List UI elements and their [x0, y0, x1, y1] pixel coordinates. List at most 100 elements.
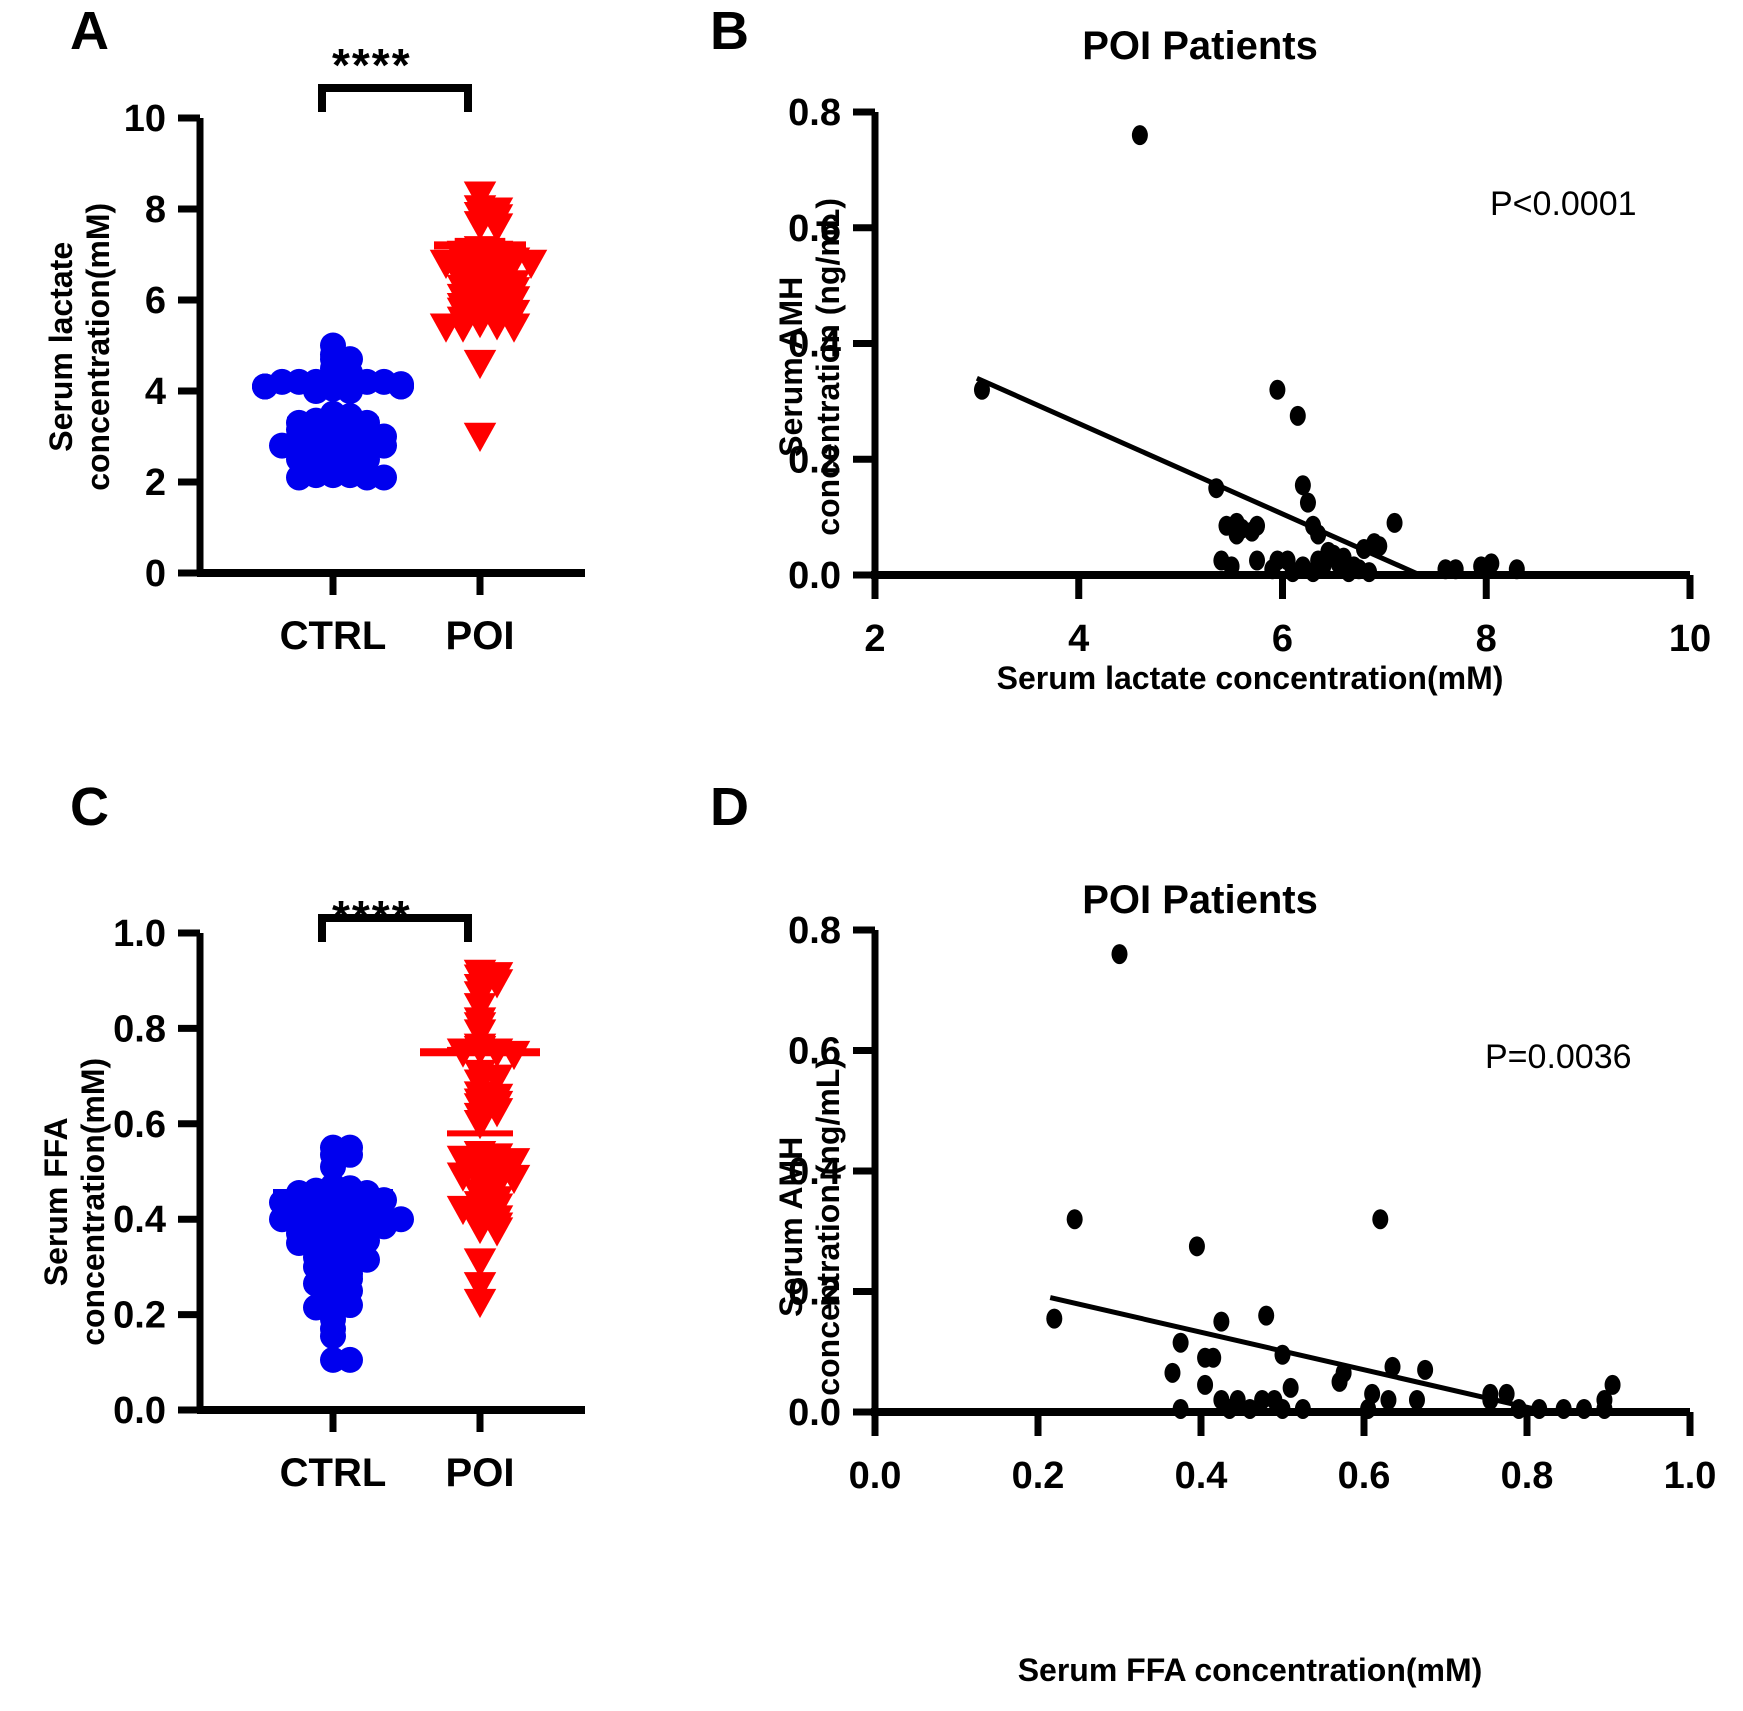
panel-d: D POI Patients P=0.0036 Serum AMH concen… [690, 770, 1743, 1711]
x-tick-label: 1.0 [1664, 1455, 1717, 1497]
panel-a-plot: 0 2 4 6 8 10 CTRL POI [124, 84, 585, 658]
data-point [1294, 1398, 1311, 1419]
series-ctrl [269, 1134, 414, 1373]
data-point [320, 332, 346, 359]
x-tick-label: 6 [1272, 618, 1293, 660]
data-point [1164, 1362, 1181, 1383]
data-point [1249, 550, 1266, 571]
scatter-points [973, 125, 1525, 583]
data-point [1208, 478, 1225, 499]
y-tick-label: 0.0 [788, 1392, 841, 1434]
data-point [1269, 379, 1286, 400]
data-point [1188, 1236, 1205, 1257]
category-label: CTRL [280, 614, 387, 658]
category-label: POI [446, 1451, 515, 1495]
panel-d-letter: D [710, 777, 749, 837]
data-point [337, 1346, 363, 1373]
panel-d-pvalue: P=0.0036 [1485, 1038, 1632, 1076]
data-point [252, 373, 278, 400]
data-point [1254, 1389, 1271, 1410]
data-point [446, 1162, 480, 1192]
panel-d-title: POI Patients [1082, 878, 1318, 922]
panel-c-significance: **** [332, 891, 412, 943]
panel-c: C **** Serum FFA concentration(mM) 0.0 0.… [0, 770, 700, 1711]
panel-d-xlabel: Serum FFA concentration(mM) [1017, 1652, 1483, 1688]
panel-d-plot: 0.0 0.2 0.4 0.6 0.8 0.0 0.2 0.4 0.6 0.8 1.0 [788, 910, 1717, 1497]
data-point [1360, 1398, 1377, 1419]
data-point [1172, 1332, 1189, 1353]
data-point [1386, 512, 1403, 533]
data-point [1131, 125, 1148, 146]
data-point [337, 1134, 363, 1161]
data-point [1299, 492, 1316, 513]
significance-bracket [318, 84, 472, 112]
data-point [463, 181, 497, 211]
series-poi [429, 181, 548, 452]
data-point [463, 422, 497, 452]
x-tick-label: 8 [1476, 618, 1497, 660]
regression-line [975, 375, 1422, 578]
panel-b-xlabel: Serum lactate concentration(mM) [996, 660, 1504, 696]
data-point [1483, 553, 1500, 574]
data-point [480, 1064, 514, 1094]
series-poi [446, 959, 531, 1319]
data-point [1305, 562, 1322, 583]
data-point [1066, 1209, 1083, 1230]
data-point [1498, 1383, 1515, 1404]
data-point [429, 249, 463, 280]
y-tick-label: 2 [145, 462, 166, 504]
data-point [446, 1145, 480, 1176]
y-tick-label: 0.8 [788, 92, 841, 134]
data-point [446, 1195, 480, 1226]
data-point [497, 1164, 531, 1195]
x-tick-label: 0.0 [849, 1455, 902, 1497]
panel-b-title: POI Patients [1082, 24, 1318, 68]
panel-a-significance: **** [332, 39, 412, 91]
y-tick-label: 0.6 [113, 1104, 166, 1146]
panel-b: B POI Patients P<0.0001 Serum AMH concen… [690, 0, 1743, 720]
y-tick-label: 6 [145, 280, 166, 322]
data-point [337, 403, 363, 430]
data-point [1243, 521, 1260, 542]
y-tick-label: 0.2 [113, 1295, 166, 1337]
data-point [1197, 1374, 1214, 1395]
panel-c-plot: 0.0 0.2 0.4 0.6 0.8 1.0 CTRL POI [113, 913, 585, 1495]
x-tick-label: 0.8 [1501, 1455, 1554, 1497]
x-tick-label: 0.2 [1012, 1455, 1065, 1497]
y-tick-label: 0.2 [788, 1272, 841, 1314]
panel-c-letter: C [70, 777, 109, 837]
data-point [463, 1272, 497, 1302]
data-point [1372, 1209, 1389, 1230]
data-point [1371, 536, 1388, 557]
panel-c-ylabel: Serum FFA concentration(mM) [38, 1057, 111, 1346]
panel-a-letter: A [70, 1, 109, 61]
data-point [1340, 562, 1357, 583]
data-point [1604, 1374, 1621, 1395]
data-point [973, 379, 990, 400]
data-point [463, 1288, 497, 1319]
data-point [1447, 559, 1464, 580]
data-point [1364, 1383, 1381, 1404]
data-point [463, 1248, 497, 1278]
significance-bracket [318, 914, 472, 942]
data-point [1361, 562, 1378, 583]
scatter-points [1046, 944, 1621, 1419]
data-point [1408, 1389, 1425, 1410]
data-point [1172, 1398, 1189, 1419]
data-point [1046, 1308, 1063, 1329]
data-point [1508, 559, 1525, 580]
y-tick-label: 0.4 [113, 1199, 166, 1241]
data-point [480, 1083, 514, 1114]
x-tick-label: 10 [1669, 618, 1711, 660]
y-tick-label: 10 [124, 98, 166, 140]
data-point [1331, 1371, 1348, 1392]
y-tick-label: 0.0 [788, 555, 841, 597]
panel-b-plot: 0.0 0.2 0.4 0.6 0.8 2 4 6 8 10 [788, 92, 1711, 660]
y-tick-label: 0.6 [788, 1031, 841, 1073]
data-point [429, 313, 463, 343]
y-tick-label: 0.0 [113, 1390, 166, 1432]
data-point [1417, 1359, 1434, 1380]
y-tick-label: 0.8 [113, 1008, 166, 1050]
y-tick-label: 0.2 [788, 439, 841, 481]
